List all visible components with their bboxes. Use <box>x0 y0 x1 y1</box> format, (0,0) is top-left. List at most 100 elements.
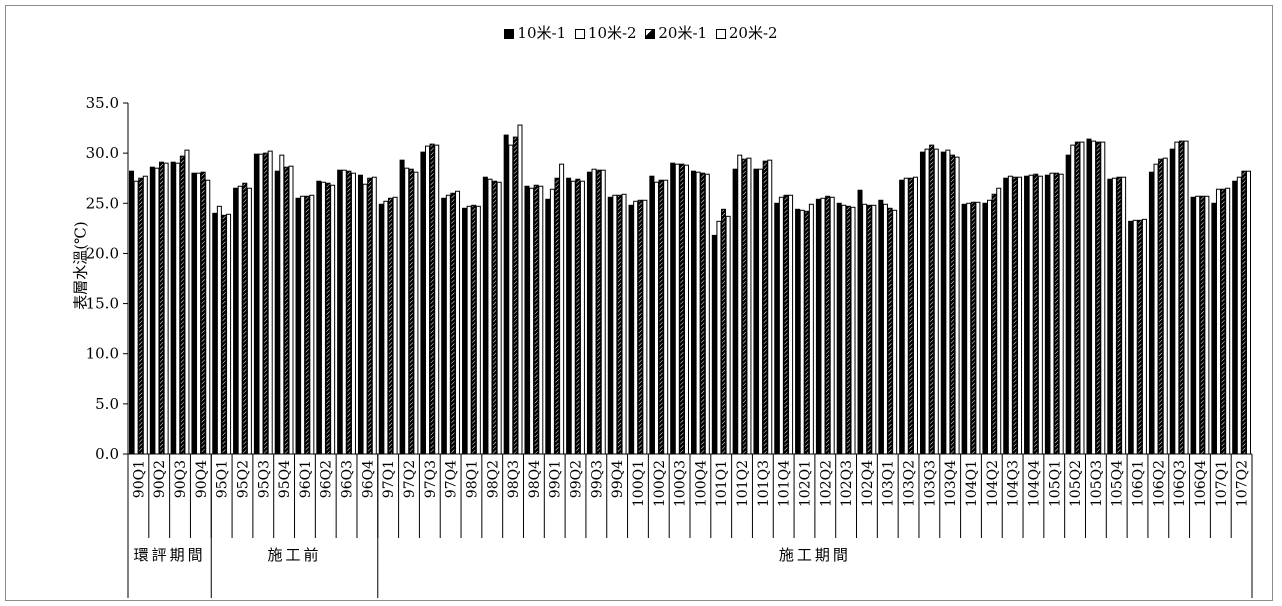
bar-s1-97Q2 <box>399 159 405 455</box>
x-tick-label: 98Q2 <box>485 460 501 498</box>
bar-s1-103Q4 <box>940 151 946 455</box>
bar-s1-99Q2 <box>566 177 572 455</box>
bar-s4-103Q4 <box>954 156 960 455</box>
bar-s1-98Q2 <box>482 176 488 455</box>
bar-s4-95Q1 <box>226 213 232 455</box>
bar-s3-105Q1 <box>1054 172 1060 455</box>
bar-s3-103Q3 <box>929 144 935 455</box>
bar-s3-102Q2 <box>825 195 831 455</box>
bar-s3-96Q1 <box>304 195 310 455</box>
x-tick-label: 100Q4 <box>693 460 709 507</box>
bar-s2-102Q2 <box>820 197 826 455</box>
bar-s3-90Q2 <box>159 161 165 455</box>
bar-s4-102Q2 <box>829 196 835 455</box>
bar-s2-95Q2 <box>237 185 243 455</box>
x-tick-label: 105Q2 <box>1068 460 1084 507</box>
bar-s2-102Q1 <box>799 209 805 455</box>
bar-s2-101Q1 <box>716 220 722 455</box>
bar-s3-100Q4 <box>700 172 706 455</box>
bar-s4-104Q1 <box>975 201 981 455</box>
bar-s3-99Q2 <box>575 178 581 455</box>
bar-s3-95Q1 <box>221 214 227 455</box>
bar-s1-98Q1 <box>462 207 468 455</box>
x-tick-label: 101Q3 <box>756 460 772 507</box>
bar-s2-96Q1 <box>300 195 306 455</box>
bars <box>129 124 1252 455</box>
bar-s1-95Q2 <box>233 187 239 455</box>
x-tick-label: 106Q3 <box>1172 460 1188 507</box>
bar-s3-104Q4 <box>1033 173 1039 455</box>
bar-s1-100Q3 <box>670 162 676 455</box>
bar-s1-107Q2 <box>1232 180 1238 455</box>
bar-s3-100Q3 <box>679 163 685 455</box>
bar-s4-103Q1 <box>892 209 898 455</box>
bar-s4-107Q2 <box>1245 170 1252 455</box>
bar-s3-96Q3 <box>346 170 352 455</box>
bar-s4-96Q2 <box>330 184 336 455</box>
bar-s3-96Q4 <box>367 177 373 455</box>
bar-s3-96Q2 <box>325 182 331 455</box>
y-tick-label: 10.0 <box>86 345 119 363</box>
bar-s4-103Q3 <box>933 148 939 455</box>
bar-s1-95Q4 <box>274 170 280 455</box>
bar-s4-106Q3 <box>1183 140 1189 455</box>
bar-s1-105Q3 <box>1086 138 1092 455</box>
bar-s1-106Q3 <box>1169 148 1175 455</box>
bar-s2-102Q3 <box>841 204 847 455</box>
bar-s1-97Q4 <box>441 197 447 455</box>
bar-s1-102Q3 <box>836 202 842 455</box>
bar-s1-90Q4 <box>191 172 197 455</box>
bar-s4-98Q2 <box>496 181 502 455</box>
x-tick-label: 100Q3 <box>673 460 689 507</box>
bar-s3-97Q4 <box>450 192 456 455</box>
bar-s3-101Q1 <box>721 208 727 455</box>
bar-s3-100Q1 <box>637 199 643 455</box>
x-tick-label: 102Q2 <box>818 460 834 507</box>
x-tick-label: 95Q2 <box>235 460 251 498</box>
bar-s4-105Q2 <box>1079 141 1085 455</box>
bar-s2-104Q1 <box>966 202 972 455</box>
bar-s1-104Q3 <box>1003 177 1009 455</box>
bar-s2-104Q4 <box>1028 174 1034 455</box>
bar-s1-106Q1 <box>1128 220 1134 455</box>
bar-s2-101Q2 <box>737 154 743 455</box>
legend-label-s2: 10米-2 <box>587 24 637 42</box>
bar-s2-104Q2 <box>987 199 993 455</box>
bar-s2-99Q2 <box>570 180 576 455</box>
bar-s4-97Q3 <box>434 144 440 455</box>
bar-s3-98Q3 <box>512 136 518 455</box>
bar-s4-105Q3 <box>1100 141 1106 455</box>
x-tick-label: 104Q1 <box>964 460 980 507</box>
bar-s1-101Q3 <box>753 168 759 455</box>
bar-s4-97Q1 <box>392 196 398 455</box>
bar-s3-101Q4 <box>783 194 789 455</box>
x-tick-label: 107Q2 <box>1235 460 1251 507</box>
bar-s1-97Q1 <box>378 203 384 455</box>
bar-s2-90Q4 <box>196 172 202 455</box>
bar-s3-101Q2 <box>741 158 747 455</box>
x-group-label: 環評期間 <box>134 546 206 564</box>
bar-s3-106Q3 <box>1178 140 1184 455</box>
bar-s2-99Q1 <box>549 188 555 455</box>
x-tick-label: 103Q3 <box>922 460 938 507</box>
x-tick-label: 103Q2 <box>902 460 918 507</box>
bar-s1-104Q2 <box>982 202 988 455</box>
bar-s2-102Q4 <box>862 203 868 455</box>
bar-s3-90Q3 <box>179 155 185 455</box>
bar-s1-98Q4 <box>524 185 530 455</box>
x-tick-label: 102Q3 <box>839 460 855 507</box>
bar-s3-102Q3 <box>845 205 851 455</box>
legend-swatch-s4 <box>715 29 726 39</box>
bar-s4-106Q2 <box>1162 157 1168 455</box>
bar-s4-106Q1 <box>1141 218 1147 455</box>
legend-item-s3: 20米-1 <box>645 22 707 43</box>
bar-s3-99Q1 <box>554 177 560 455</box>
x-tick-label: 95Q3 <box>256 460 272 498</box>
x-tick-label: 97Q4 <box>444 460 460 498</box>
legend-swatch-s1 <box>504 29 515 39</box>
bar-s4-100Q2 <box>663 179 669 455</box>
x-tick-label: 96Q3 <box>340 460 356 498</box>
bar-s4-106Q4 <box>1204 195 1210 455</box>
bar-s4-104Q4 <box>1037 175 1043 455</box>
